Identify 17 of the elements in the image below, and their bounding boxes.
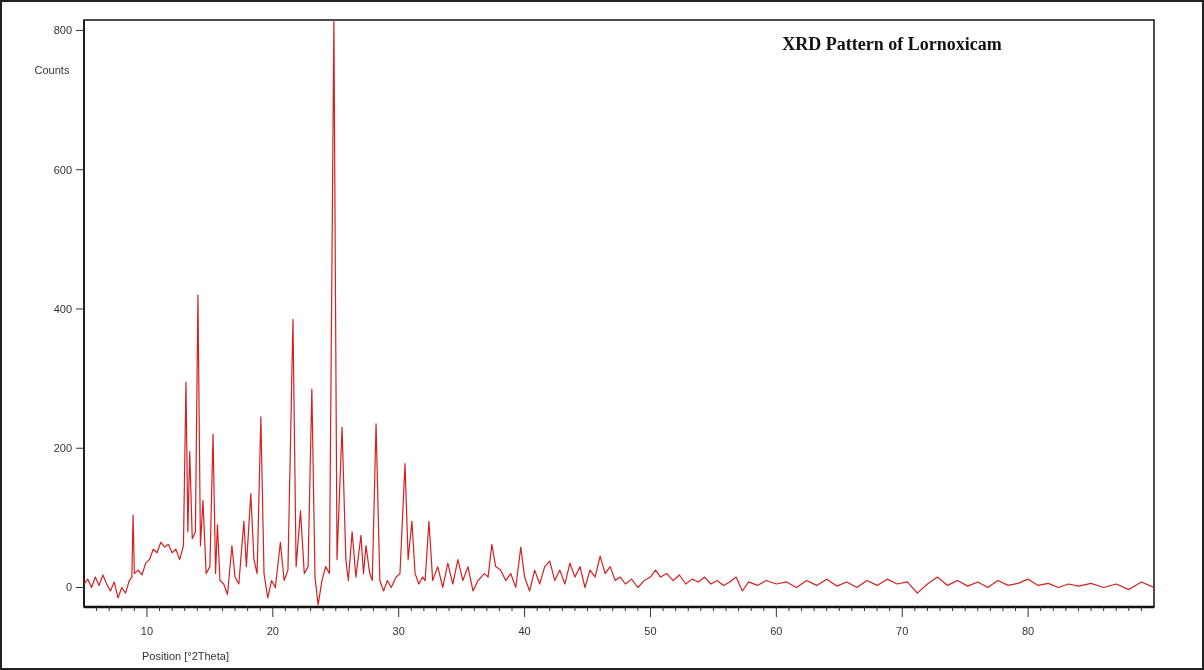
text: XRD Pattern of Lornoxicam <box>782 34 1002 54</box>
y-tick-label: 600 <box>53 163 72 176</box>
x-tick-label: 40 <box>518 625 531 637</box>
x-tick-label: 20 <box>266 625 279 637</box>
y-tick-label: 0 <box>65 581 72 594</box>
x-tick-label: 80 <box>1021 625 1035 637</box>
x-tick-label: 50 <box>644 625 657 637</box>
x-tick-label: 10 <box>140 625 154 637</box>
y-tick-label: 800 <box>53 24 72 37</box>
x-tick-label: 60 <box>770 625 783 637</box>
x-tick-label: 30 <box>392 625 405 637</box>
y-axis-title: Counts <box>34 64 70 76</box>
y-tick-label: 200 <box>53 442 72 455</box>
x-tick-label: 70 <box>896 625 909 637</box>
line-series <box>84 19 1154 606</box>
x-axis-title: Position [°2Theta] <box>142 650 229 662</box>
y-tick-label: 400 <box>53 302 72 315</box>
